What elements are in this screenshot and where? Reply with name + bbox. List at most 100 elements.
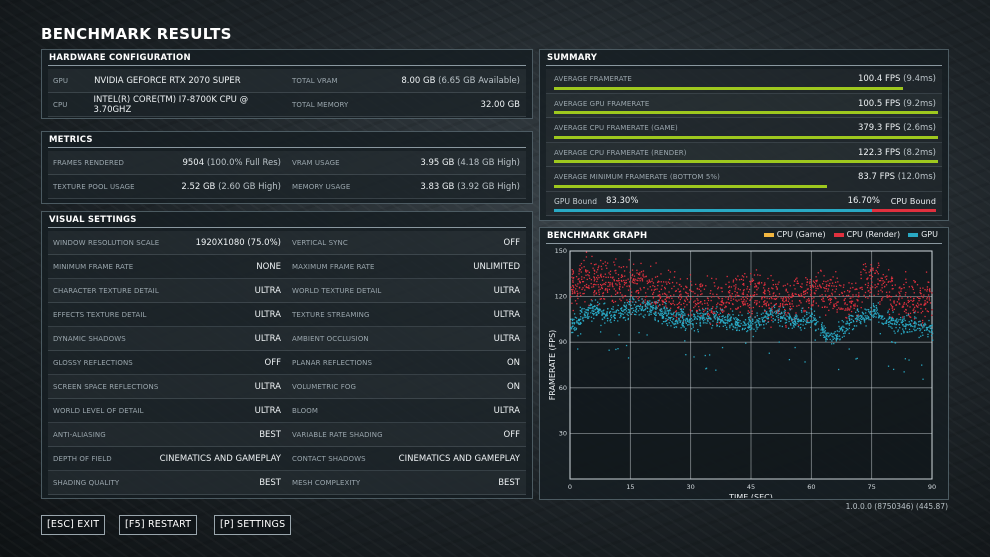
data-point xyxy=(582,287,584,289)
data-point xyxy=(896,322,899,324)
data-point xyxy=(791,319,793,322)
setting-value-main: 2.52 GB xyxy=(181,181,216,192)
data-point xyxy=(700,315,702,317)
data-point xyxy=(622,286,624,288)
data-point xyxy=(623,304,625,306)
data-point xyxy=(760,313,763,315)
data-point xyxy=(792,295,794,297)
data-point xyxy=(872,304,875,307)
data-point xyxy=(632,282,635,284)
data-point xyxy=(625,279,627,282)
summary-value-sub: (9.4ms) xyxy=(903,74,936,84)
restart-button[interactable]: [F5] RESTART xyxy=(119,515,198,535)
data-point xyxy=(905,312,907,314)
data-point xyxy=(783,317,786,319)
data-point xyxy=(874,287,876,289)
data-point xyxy=(822,283,824,285)
data-point xyxy=(674,290,677,292)
data-point xyxy=(734,288,736,290)
data-point xyxy=(707,308,709,310)
data-point xyxy=(574,326,576,329)
data-point xyxy=(779,320,782,322)
data-point xyxy=(888,313,891,316)
data-point xyxy=(619,312,622,314)
data-point xyxy=(763,292,766,295)
data-point xyxy=(650,265,652,267)
data-point xyxy=(821,298,823,301)
data-point xyxy=(922,378,924,380)
data-point xyxy=(801,311,803,313)
exit-button[interactable]: [ESC] EXIT xyxy=(41,515,106,535)
data-point xyxy=(788,318,790,320)
data-point xyxy=(620,266,622,269)
setting-value: ULTRA xyxy=(255,286,281,296)
data-point xyxy=(911,320,913,322)
data-point xyxy=(595,314,597,316)
data-point xyxy=(724,305,727,307)
x-tick-label: 90 xyxy=(928,483,936,491)
legend-item: CPU (Game) xyxy=(763,230,826,239)
data-point xyxy=(786,315,788,317)
data-point xyxy=(916,284,919,286)
data-point xyxy=(887,311,889,314)
settings-button[interactable]: [P] SETTINGS xyxy=(214,515,292,535)
data-point xyxy=(800,323,802,325)
data-point xyxy=(606,290,609,292)
data-point xyxy=(733,318,736,320)
data-point xyxy=(762,287,765,289)
data-point xyxy=(644,299,646,301)
data-point xyxy=(605,315,607,317)
data-point xyxy=(914,310,917,312)
data-point xyxy=(649,286,651,288)
data-point xyxy=(892,319,894,321)
data-point xyxy=(614,300,617,303)
data-point xyxy=(686,298,689,301)
data-point xyxy=(756,302,758,305)
data-point xyxy=(745,342,747,344)
data-point xyxy=(806,313,808,316)
data-point xyxy=(835,303,837,305)
data-point xyxy=(751,310,753,312)
data-point xyxy=(776,309,779,311)
data-point xyxy=(585,316,587,318)
data-point xyxy=(849,318,851,321)
data-point xyxy=(672,318,675,320)
data-point xyxy=(815,283,817,285)
data-point xyxy=(741,327,744,330)
data-point xyxy=(895,326,897,329)
data-point xyxy=(886,275,888,277)
data-point xyxy=(912,322,915,324)
data-point xyxy=(771,310,773,312)
data-point xyxy=(661,285,663,287)
data-point xyxy=(834,334,836,336)
data-point xyxy=(825,281,827,283)
data-point xyxy=(880,279,882,282)
data-point xyxy=(656,288,658,290)
data-point xyxy=(847,294,850,297)
data-point xyxy=(570,296,572,298)
data-point xyxy=(741,300,743,303)
data-point xyxy=(666,315,668,317)
data-point xyxy=(808,300,810,302)
summary-label: AVERAGE CPU FRAMERATE (GAME) xyxy=(554,124,678,132)
setting-value: ULTRA xyxy=(255,382,281,392)
data-point xyxy=(839,327,842,330)
data-point xyxy=(782,285,785,287)
setting-cell: TOTAL VRAM 8.00 GB (6.65 GB Available) xyxy=(287,76,526,86)
data-point xyxy=(685,328,687,330)
data-point xyxy=(664,288,666,290)
data-point xyxy=(601,313,603,316)
data-point xyxy=(785,300,787,302)
data-point xyxy=(929,290,931,293)
data-point xyxy=(838,321,840,323)
data-point xyxy=(751,318,754,320)
setting-value: CINEMATICS AND GAMEPLAY xyxy=(399,454,520,464)
data-point xyxy=(588,275,590,277)
data-point xyxy=(885,322,888,324)
setting-value-main: OFF xyxy=(264,357,281,368)
data-point xyxy=(572,331,574,334)
data-point xyxy=(767,320,770,323)
data-point xyxy=(599,288,601,290)
data-point xyxy=(725,316,727,318)
data-point xyxy=(573,322,575,324)
